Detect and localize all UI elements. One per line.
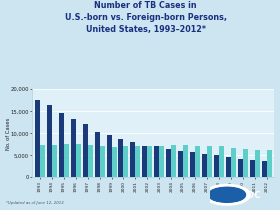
Bar [83,124,88,177]
Text: United States, 1993–2012*: United States, 1993–2012* [86,25,206,34]
Bar [243,149,248,177]
Bar [35,100,40,177]
Bar [142,146,147,177]
Bar [255,150,260,177]
Y-axis label: No. of Cases: No. of Cases [6,117,11,150]
Bar [106,135,111,177]
Bar [159,146,164,177]
Bar [250,160,255,177]
Bar [166,148,171,177]
Bar [71,119,76,177]
Bar [40,145,45,177]
Bar [202,154,207,177]
Bar [76,144,81,177]
Bar [118,139,123,177]
Text: CDC: CDC [241,191,261,200]
Bar [262,161,267,177]
Bar [238,159,243,177]
Bar [147,146,152,177]
Bar [95,132,100,177]
Bar [154,146,159,177]
Bar [88,146,93,177]
Text: Number of TB Cases in: Number of TB Cases in [94,1,197,10]
Bar [59,113,64,177]
Bar [226,157,231,177]
Bar [47,105,52,177]
Bar [207,146,212,177]
Bar [190,152,195,177]
Text: *Updated as of June 12, 2013: *Updated as of June 12, 2013 [6,201,63,205]
Text: U.S.-born vs. Foreign-born Persons,: U.S.-born vs. Foreign-born Persons, [65,13,227,22]
Bar [130,142,136,177]
Bar [111,147,116,177]
Bar [267,150,272,177]
Circle shape [205,185,249,204]
Bar [183,145,188,177]
Bar [219,146,224,177]
Circle shape [209,187,246,203]
Bar [195,146,200,177]
Bar [136,146,140,177]
Bar [231,148,236,177]
Bar [171,145,176,177]
Bar [214,155,219,177]
Bar [64,144,69,177]
Bar [123,146,129,177]
Bar [100,146,105,177]
Bar [52,145,57,177]
Bar [178,151,183,177]
